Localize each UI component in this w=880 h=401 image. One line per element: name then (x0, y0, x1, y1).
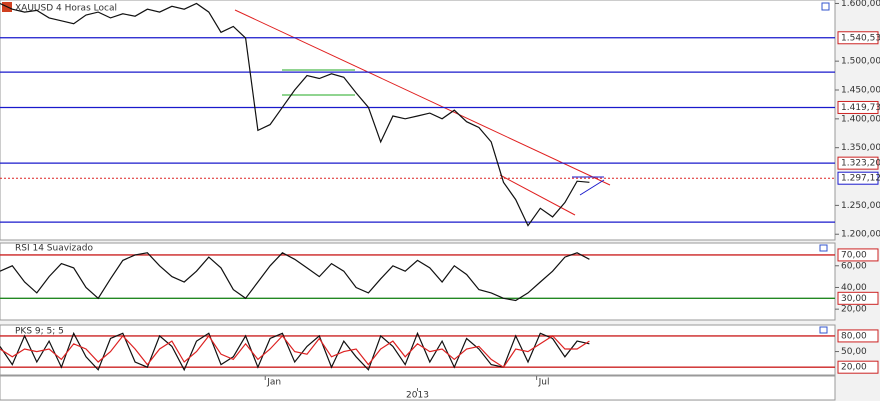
panel-button[interactable] (819, 244, 828, 252)
trend-line (234, 9, 611, 186)
y-tick-label: 1.200,00 (841, 230, 880, 240)
y-tick-label: 1.500,00 (841, 57, 880, 67)
triangle-line (579, 179, 605, 196)
value-label-box (837, 156, 879, 170)
value-label-box (837, 291, 879, 305)
value-label-box (837, 360, 879, 374)
value-label: 20,00 (841, 363, 867, 373)
y-tick-label: 1.250,00 (841, 201, 880, 211)
value-label: 1.419,73 (841, 103, 880, 113)
panel-button[interactable] (819, 326, 828, 334)
y-tick-label: 1.350,00 (841, 143, 880, 153)
rsi-title: RSI 14 Suavizado (15, 244, 94, 254)
y-tick-label: 40,00 (841, 283, 867, 293)
series-line (0, 331, 590, 372)
value-label: 1.323,20 (841, 159, 880, 169)
y-tick-label: 1.600,00 (841, 0, 880, 9)
value-label: 80,00 (841, 331, 867, 341)
series-line (0, 2, 590, 227)
value-label: 1.540,53 (841, 33, 880, 43)
price-title: XAUUSD 4 Horas Local (15, 4, 117, 14)
panel-button[interactable] (821, 2, 830, 11)
value-label: 30,00 (841, 294, 867, 304)
trend-line (499, 174, 576, 216)
value-label: 70,00 (841, 250, 867, 260)
price-panel (0, 0, 836, 241)
value-label-box (837, 248, 879, 262)
x-tick-label: Jan (266, 378, 281, 388)
value-label-box (837, 329, 879, 343)
y-tick-label: 50,00 (841, 347, 867, 357)
series-line (0, 252, 590, 302)
y-tick-label: 1.400,00 (841, 114, 880, 124)
year-label: 2013 (406, 391, 429, 401)
y-tick-label: 60,00 (841, 261, 867, 271)
pks-title: PKS 9; 5; 5 (15, 327, 64, 337)
rsi-panel (0, 242, 836, 321)
value-label-box (837, 100, 879, 114)
x-tick-label: Jul (538, 378, 550, 388)
y-tick-label: 1.450,00 (841, 86, 880, 96)
series-line (0, 334, 590, 369)
value-label-box (837, 31, 879, 45)
y-tick-label: 20,00 (841, 305, 867, 315)
value-label-box (837, 171, 879, 185)
value-label: 1.297,12 (841, 174, 880, 184)
